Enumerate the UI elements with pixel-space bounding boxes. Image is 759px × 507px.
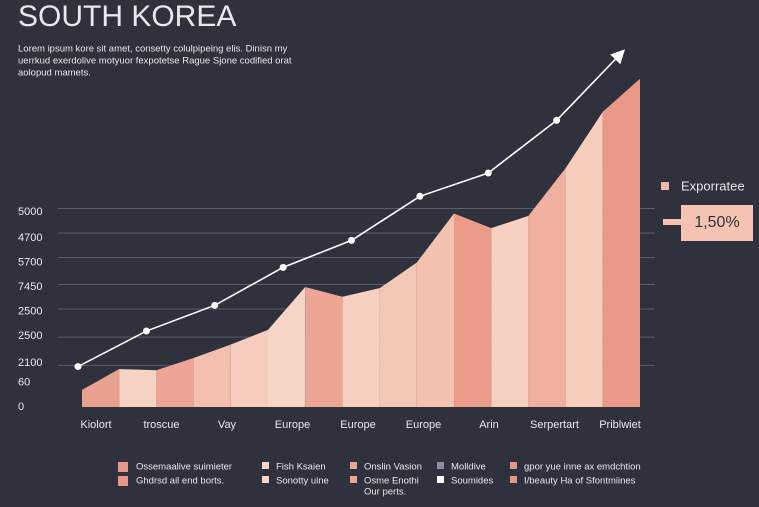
y-tick-label: 7450: [18, 281, 42, 293]
subtitle: uerrkud exerdolive motyuor fexpotetse Ra…: [18, 56, 292, 67]
legend-swatch: [510, 462, 517, 469]
area-segment: [602, 78, 640, 407]
legend-label: Molldive: [451, 462, 486, 473]
area-segment: [565, 111, 603, 408]
legend-swatch: [661, 182, 669, 190]
x-tick-label: Serpertart: [530, 419, 579, 431]
legend-label: I/beauty Ha of Sfontmiines: [524, 476, 636, 487]
area-segment: [82, 369, 120, 407]
legend-label: Ossemaalive suimieter: [136, 462, 232, 473]
y-tick-label: 5000: [18, 206, 42, 218]
y-tick-label: 0: [18, 401, 24, 413]
legend-label: Exporratee: [681, 178, 745, 193]
area-segment: [342, 288, 380, 407]
subtitle: aolopud mamets.: [18, 68, 91, 79]
legend-label: gpor yue inne ax emdchtion: [524, 462, 641, 473]
x-tick-label: troscue: [143, 419, 179, 431]
legend-swatch: [437, 476, 444, 483]
line-point: [553, 116, 561, 124]
line-point: [348, 236, 355, 244]
area-segment: [379, 262, 417, 407]
area-segment: [416, 213, 454, 407]
x-tick-label: Europe: [340, 419, 375, 431]
legend-swatch: [437, 462, 444, 469]
legend-label: Sonotty uine: [276, 476, 329, 487]
line-point: [484, 169, 492, 177]
area-segment: [193, 344, 231, 407]
legend-swatch: [118, 462, 128, 472]
arrow-head: [610, 49, 625, 65]
legend-swatch: [262, 476, 269, 483]
area-segment: [119, 369, 157, 407]
legend-label: Soumides: [451, 476, 493, 487]
area-segment: [528, 168, 566, 407]
legend-swatch: [350, 476, 357, 483]
area-segment: [491, 215, 529, 407]
subtitle: Lorem ipsum kore sit amet, consetty colu…: [18, 44, 288, 55]
legend-label: Fish Ksaien: [276, 462, 326, 473]
y-tick-label: 2500: [18, 305, 42, 317]
y-tick-label: 4700: [18, 232, 42, 244]
y-tick-label: 2100: [18, 357, 42, 369]
y-tick-label: 2500: [18, 330, 42, 342]
x-tick-label: Priblwiet: [599, 419, 641, 431]
legend-label: Onslin Vasion: [364, 462, 422, 473]
y-tick-label: 5700: [18, 256, 42, 268]
line-point: [211, 301, 219, 309]
x-tick-label: Europe: [275, 419, 310, 431]
x-tick-label: Vay: [218, 419, 237, 431]
callout-value: 1,50%: [694, 214, 739, 231]
y-tick-label: 60: [18, 376, 30, 388]
area-segment: [305, 286, 343, 407]
legend-swatch: [510, 476, 517, 483]
x-tick-label: Arin: [479, 419, 499, 431]
legend-note: Our perts.: [364, 487, 406, 498]
legend-label: Osme Enothi: [364, 476, 419, 487]
x-tick-label: Kiolort: [80, 419, 111, 431]
line-point: [142, 327, 150, 335]
area-segment: [454, 213, 492, 407]
line-point: [74, 363, 82, 371]
line-point: [279, 263, 287, 271]
x-tick-label: Europe: [406, 419, 441, 431]
legend-swatch: [118, 476, 128, 486]
area-segment: [230, 329, 268, 407]
area-segment: [156, 358, 194, 407]
legend-label: Ghdrsd ail end borts.: [136, 476, 224, 487]
line-point: [416, 192, 424, 200]
callout-box: [681, 205, 753, 241]
chart-title: SOUTH KOREA: [18, 0, 236, 33]
legend-swatch: [350, 462, 357, 469]
legend-swatch: [262, 462, 269, 469]
area-segment: [268, 286, 306, 407]
callout-tab: [663, 219, 683, 225]
